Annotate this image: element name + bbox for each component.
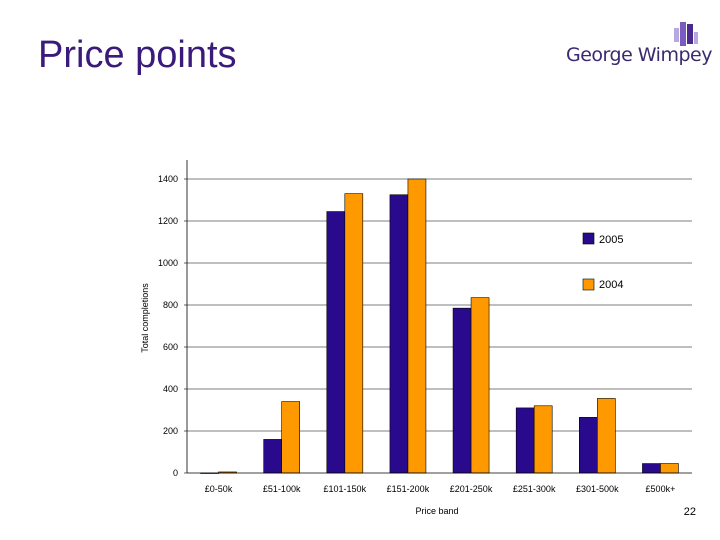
bar-2004 [660,463,679,474]
x-tick-label: £301-500k [576,484,619,494]
x-tick-label: £0-50k [205,484,233,494]
bar-2004 [281,401,300,474]
bar-2005 [515,407,535,474]
bar-2004 [533,405,553,474]
y-tick-label: 200 [163,426,178,436]
x-tick-label: £500k+ [646,484,676,494]
bar-2005 [642,463,661,474]
bar-2005 [452,307,472,474]
slide-title: Price points [38,34,237,76]
y-tick-label: 600 [163,342,178,352]
bar-2004 [470,297,490,474]
page-number: 22 [683,506,696,518]
bars [200,178,679,474]
legend-label-2004: 2004 [599,279,623,291]
x-tick-label: £101-150k [324,484,367,494]
bar-2004 [597,398,616,474]
axes: 0 200 400 600 800 1000 1200 1400 £0-50k £51-100k £… [158,160,692,494]
bar-2005 [263,439,282,474]
bar-2005 [579,417,598,474]
bar-2004 [344,193,364,474]
bar-2005 [389,194,409,474]
company-logo: George Wimpey [566,20,712,70]
legend-label-2005: 2005 [599,234,623,246]
y-axis-label: Total completions [140,283,150,353]
bar-2005 [326,211,346,474]
x-tick-label: £201-250k [450,484,493,494]
gridlines [187,178,692,432]
logo-mark-icon [674,22,698,46]
y-tick-label: 800 [163,300,178,310]
y-tick-label: 0 [173,468,178,478]
bar-2004 [407,178,427,474]
logo-text: George Wimpey [566,44,712,66]
legend-swatch-2005 [582,232,595,245]
y-tick-label: 1200 [158,216,178,226]
legend-swatch-2004 [582,278,595,291]
y-tick-label: 1000 [158,258,178,268]
x-tick-label: £151-200k [387,484,430,494]
y-tick-label: 1400 [158,174,178,184]
x-tick-label: £51-100k [263,484,301,494]
x-tick-label: £251-300k [513,484,556,494]
x-axis-label: Price band [415,506,458,516]
y-tick-label: 400 [163,384,178,394]
legend: 2005 2004 [582,232,623,291]
